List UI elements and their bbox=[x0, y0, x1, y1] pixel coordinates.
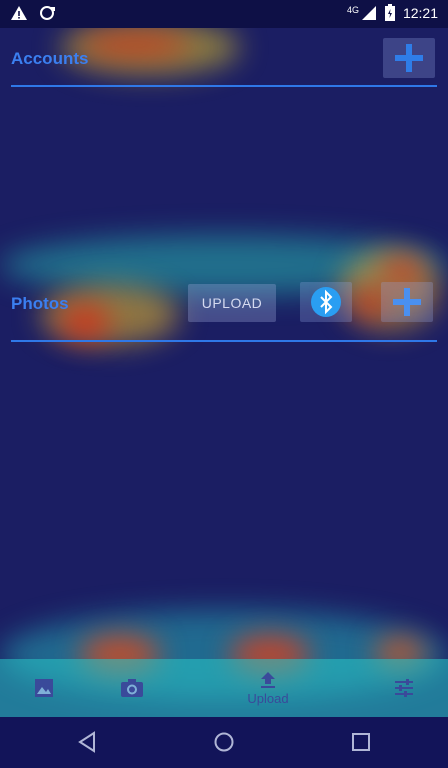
plus-icon bbox=[393, 42, 425, 74]
upload-icon bbox=[259, 671, 277, 689]
clock: 12:21 bbox=[402, 4, 438, 21]
battery-icon bbox=[384, 4, 395, 21]
photos-title: Photos bbox=[11, 294, 69, 313]
nav-gallery[interactable] bbox=[14, 659, 74, 717]
signal-icon bbox=[361, 5, 377, 21]
image-icon bbox=[34, 678, 54, 698]
heatmap-blob bbox=[80, 34, 190, 56]
add-photo-button[interactable] bbox=[381, 282, 433, 322]
camera-icon bbox=[120, 678, 144, 698]
system-nav-bar bbox=[0, 717, 448, 768]
heatmap-blob bbox=[380, 258, 425, 283]
photos-divider bbox=[11, 340, 437, 342]
back-icon[interactable] bbox=[76, 731, 98, 753]
settings-sliders-icon bbox=[394, 679, 414, 697]
recents-icon[interactable] bbox=[351, 732, 371, 752]
nav-settings[interactable] bbox=[374, 659, 434, 717]
nav-upload[interactable]: Upload bbox=[228, 659, 308, 717]
plus-icon bbox=[391, 286, 423, 318]
home-icon[interactable] bbox=[213, 731, 235, 753]
bluetooth-button[interactable] bbox=[300, 282, 352, 322]
sync-icon bbox=[38, 5, 56, 21]
nav-camera[interactable] bbox=[102, 659, 162, 717]
accounts-divider bbox=[11, 85, 437, 87]
add-account-button[interactable] bbox=[383, 38, 435, 78]
network-type: 4G bbox=[346, 4, 359, 15]
accounts-title: Accounts bbox=[11, 49, 89, 68]
upload-button[interactable]: UPLOAD bbox=[188, 284, 276, 322]
bluetooth-icon bbox=[310, 286, 342, 318]
nav-upload-label: Upload bbox=[247, 690, 289, 706]
bottom-nav: Upload bbox=[0, 659, 448, 717]
warning-icon bbox=[10, 5, 28, 21]
status-bar: 4G 12:21 bbox=[0, 0, 448, 28]
